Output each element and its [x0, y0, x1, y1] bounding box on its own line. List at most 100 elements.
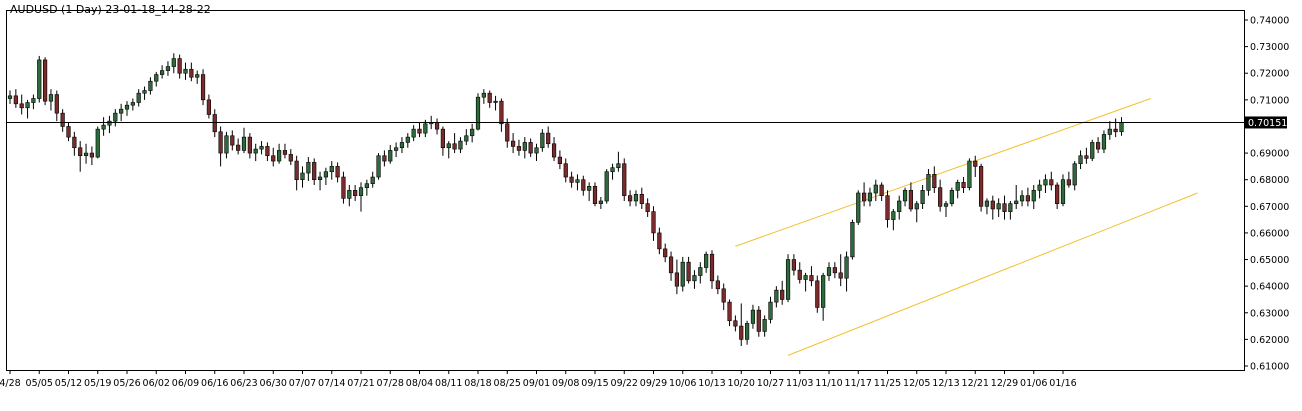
x-tick-label: 08/18: [464, 378, 491, 389]
candle: [236, 138, 241, 155]
candle-body: [505, 123, 510, 142]
candle: [206, 94, 212, 119]
candle-body: [1037, 184, 1042, 191]
candle-body: [926, 174, 931, 191]
candle: [1049, 171, 1054, 191]
candle-body: [809, 275, 814, 282]
y-tick-label: 0.63000: [1250, 308, 1289, 319]
candle-body: [990, 200, 995, 210]
candle: [616, 151, 621, 172]
candle-body: [1060, 179, 1066, 204]
x-tick-label: 05/12: [55, 378, 82, 389]
x-tick-label: 12/29: [991, 378, 1018, 389]
candle: [528, 138, 533, 158]
x-tick-label: 09/15: [581, 378, 608, 389]
candle: [510, 133, 516, 154]
candle: [282, 143, 288, 159]
candle-body: [891, 211, 896, 220]
candle-body: [1101, 134, 1107, 150]
candle-body: [587, 186, 592, 191]
candle: [130, 98, 135, 111]
candle: [78, 141, 83, 172]
candle-body: [657, 232, 662, 250]
candle: [534, 143, 539, 162]
candle: [323, 167, 329, 186]
candle: [914, 200, 919, 223]
candle-body: [312, 162, 317, 180]
candle: [739, 303, 744, 347]
candle-body: [528, 142, 533, 154]
candle-body: [785, 259, 791, 300]
candle: [353, 185, 358, 201]
candle-body: [224, 135, 229, 154]
candle-body: [446, 143, 451, 149]
candle: [253, 143, 258, 162]
candle-body: [516, 146, 522, 151]
candle: [551, 137, 557, 162]
candle-body: [89, 152, 94, 158]
candle: [879, 182, 884, 201]
candle: [1078, 150, 1083, 170]
candle-body: [1072, 163, 1077, 186]
candle: [1066, 171, 1071, 188]
candle: [908, 182, 913, 212]
candle: [610, 163, 615, 180]
candle: [1113, 118, 1118, 138]
candle-body: [253, 148, 258, 154]
candle: [873, 179, 878, 201]
candle-body: [399, 142, 405, 149]
candle: [563, 158, 568, 183]
candle: [1055, 182, 1060, 209]
candle-body: [938, 187, 943, 207]
candle: [967, 158, 972, 191]
candle-body: [663, 248, 668, 258]
candle-body: [780, 289, 785, 300]
candle-body: [534, 147, 539, 154]
x-tick-label: 05/05: [26, 378, 53, 389]
candle: [499, 98, 504, 132]
candle: [885, 190, 890, 228]
candle-body: [704, 253, 709, 268]
x-tick-label: 06/09: [172, 378, 199, 389]
candle: [768, 296, 773, 324]
candle-body: [756, 309, 761, 332]
x-tick-label: 12/21: [962, 378, 989, 389]
candle: [470, 123, 475, 143]
candle-body: [276, 150, 282, 162]
candle: [856, 190, 861, 225]
candle: [60, 109, 65, 132]
candle: [522, 137, 527, 159]
x-tick-label: 06/30: [260, 378, 287, 389]
candle: [932, 166, 937, 193]
candle-body: [867, 192, 873, 202]
candle-body: [200, 74, 206, 101]
candle: [546, 126, 551, 148]
candle-body: [832, 267, 837, 274]
candle: [224, 131, 229, 159]
candle: [399, 137, 405, 154]
candle: [171, 53, 176, 74]
candle-body: [616, 163, 621, 169]
candle-body: [25, 102, 30, 109]
candle: [72, 131, 77, 156]
x-tick-label: 09/08: [552, 378, 579, 389]
candle-body: [551, 143, 557, 158]
candle-body: [575, 179, 580, 183]
candle-body: [7, 95, 13, 99]
candle-body: [212, 114, 217, 133]
candle-body: [546, 132, 551, 145]
candle-body: [627, 195, 633, 202]
candle-body: [581, 179, 586, 191]
candle: [815, 275, 820, 313]
candle: [335, 162, 340, 183]
candle: [996, 198, 1001, 217]
candle: [680, 256, 685, 292]
candle: [639, 187, 644, 209]
candle: [774, 286, 779, 308]
candle-body: [241, 136, 247, 151]
candle: [1084, 147, 1089, 164]
channel-upper-line: [735, 98, 1151, 247]
x-tick-label: 10/13: [698, 378, 725, 389]
candle: [165, 61, 171, 76]
candle: [897, 195, 902, 220]
